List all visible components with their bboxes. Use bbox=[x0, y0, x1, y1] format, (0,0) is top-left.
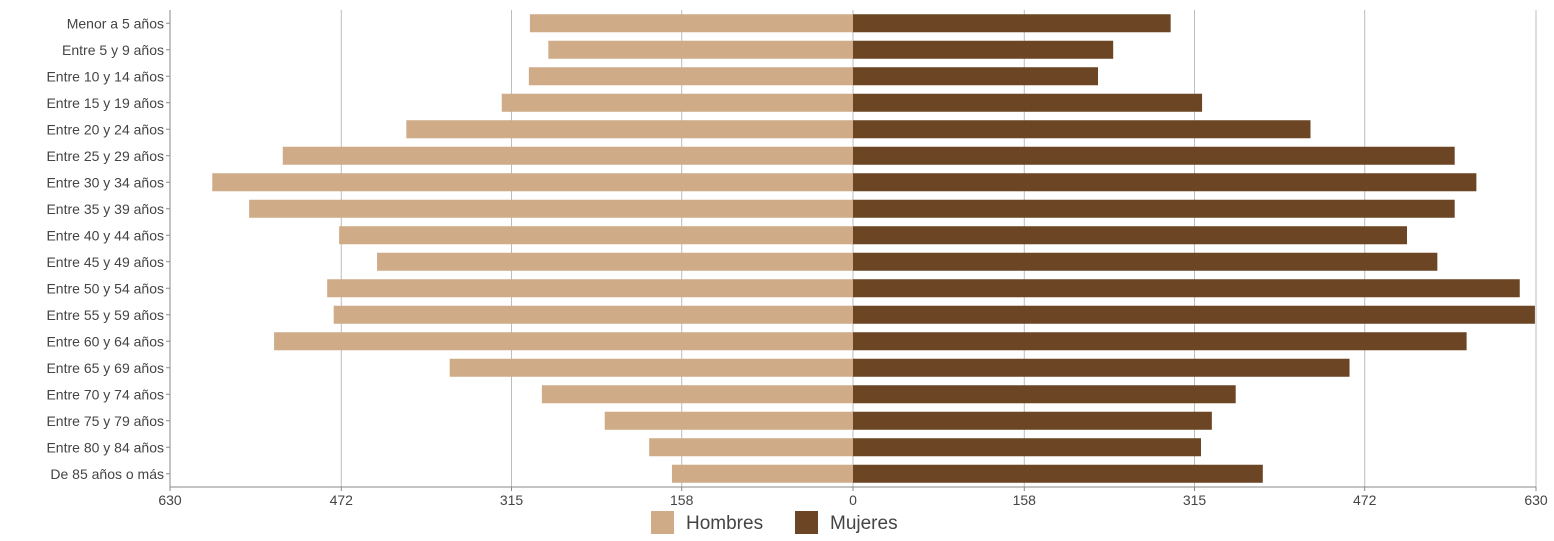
category-label: Entre 75 y 79 años bbox=[46, 413, 164, 429]
bar-mujeres bbox=[853, 252, 1438, 271]
bar-mujeres bbox=[853, 358, 1350, 377]
bar-mujeres bbox=[853, 226, 1407, 245]
category-labels: Menor a 5 años Entre 5 y 9 años Entre 10 y… bbox=[46, 15, 164, 482]
category-label: Entre 80 y 84 años bbox=[46, 439, 164, 455]
bar-mujeres bbox=[853, 305, 1535, 324]
x-tick-label: 630 bbox=[158, 492, 182, 508]
category-label: Menor a 5 años bbox=[67, 15, 164, 31]
x-tick-label: 472 bbox=[330, 492, 354, 508]
bar-hombres bbox=[274, 332, 854, 351]
x-tick-label: 315 bbox=[1183, 492, 1207, 508]
category-label: Entre 40 y 44 años bbox=[46, 227, 164, 243]
bar-mujeres bbox=[853, 173, 1477, 192]
bar-hombres bbox=[282, 146, 853, 165]
legend-label-hombres: Hombres bbox=[686, 513, 763, 534]
category-label: Entre 55 y 59 años bbox=[46, 307, 164, 323]
bar-hombres bbox=[671, 464, 853, 483]
bar-hombres bbox=[501, 93, 853, 112]
bar-mujeres bbox=[853, 40, 1114, 59]
category-label: Entre 15 y 19 años bbox=[46, 95, 164, 111]
bar-hombres bbox=[339, 226, 854, 245]
category-label: Entre 30 y 34 años bbox=[46, 174, 164, 190]
bar-hombres bbox=[406, 120, 853, 139]
x-tick-label: 630 bbox=[1524, 492, 1548, 508]
category-label: Entre 60 y 64 años bbox=[46, 333, 164, 349]
bar-mujeres bbox=[853, 279, 1520, 298]
x-tick-label: 0 bbox=[849, 492, 857, 508]
x-tick-label: 315 bbox=[500, 492, 524, 508]
bar-hombres bbox=[529, 14, 853, 33]
bar-hombres bbox=[333, 305, 853, 324]
bar-mujeres bbox=[853, 411, 1212, 430]
category-label: Entre 50 y 54 años bbox=[46, 280, 164, 296]
bar-mujeres bbox=[853, 332, 1467, 351]
bar-hombres bbox=[249, 199, 854, 218]
x-tick-labels: 630 472 315 158 0 158 315 472 630 bbox=[158, 492, 1548, 508]
bar-mujeres bbox=[853, 464, 1263, 483]
axes bbox=[166, 10, 1537, 491]
bars bbox=[212, 14, 1535, 483]
category-label: Entre 20 y 24 años bbox=[46, 121, 164, 137]
x-tick-label: 472 bbox=[1353, 492, 1377, 508]
bar-mujeres bbox=[853, 146, 1455, 165]
bar-hombres bbox=[327, 279, 853, 298]
bar-hombres bbox=[449, 358, 853, 377]
bar-mujeres bbox=[853, 438, 1202, 457]
bar-hombres bbox=[604, 411, 853, 430]
x-tick-label: 158 bbox=[1013, 492, 1037, 508]
bar-mujeres bbox=[853, 93, 1203, 112]
bar-mujeres bbox=[853, 120, 1311, 139]
category-label: Entre 10 y 14 años bbox=[46, 68, 164, 84]
bar-hombres bbox=[528, 67, 853, 86]
category-label: Entre 45 y 49 años bbox=[46, 254, 164, 270]
bar-mujeres bbox=[853, 199, 1455, 218]
bar-mujeres bbox=[853, 14, 1171, 33]
category-label: De 85 años o más bbox=[50, 466, 164, 482]
bar-hombres bbox=[377, 252, 853, 271]
bar-hombres bbox=[541, 385, 853, 404]
bar-hombres bbox=[212, 173, 853, 192]
legend-swatch-mujeres bbox=[795, 511, 818, 534]
legend-swatch-hombres bbox=[651, 511, 674, 534]
legend: Hombres Mujeres bbox=[651, 511, 898, 534]
bar-hombres bbox=[649, 438, 853, 457]
category-label: Entre 5 y 9 años bbox=[62, 42, 164, 58]
bar-mujeres bbox=[853, 385, 1236, 404]
legend-label-mujeres: Mujeres bbox=[830, 513, 898, 534]
category-label: Entre 35 y 39 años bbox=[46, 201, 164, 217]
category-label: Entre 70 y 74 años bbox=[46, 386, 164, 402]
bar-mujeres bbox=[853, 67, 1099, 86]
category-label: Entre 65 y 69 años bbox=[46, 360, 164, 376]
category-label: Entre 25 y 29 años bbox=[46, 148, 164, 164]
x-tick-label: 158 bbox=[670, 492, 694, 508]
grid-lines bbox=[169, 10, 1537, 487]
bar-hombres bbox=[548, 40, 853, 59]
